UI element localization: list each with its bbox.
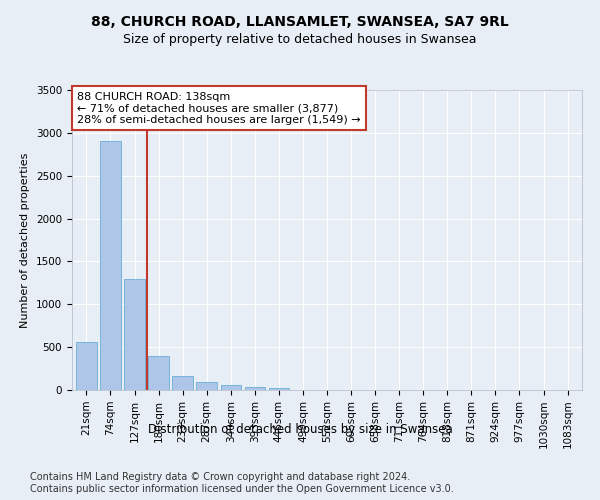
Bar: [245, 386, 265, 390]
Text: 88 CHURCH ROAD: 138sqm
← 71% of detached houses are smaller (3,877)
28% of semi-: 88 CHURCH ROAD: 138sqm ← 71% of detached…: [77, 92, 361, 124]
Text: Contains HM Land Registry data © Crown copyright and database right 2024.: Contains HM Land Registry data © Crown c…: [30, 472, 410, 482]
Bar: [100, 142, 121, 390]
Bar: [76, 342, 97, 390]
Text: Distribution of detached houses by size in Swansea: Distribution of detached houses by size …: [148, 422, 452, 436]
Text: Contains public sector information licensed under the Open Government Licence v3: Contains public sector information licen…: [30, 484, 454, 494]
Bar: [221, 385, 241, 390]
Text: Size of property relative to detached houses in Swansea: Size of property relative to detached ho…: [123, 32, 477, 46]
Bar: [172, 376, 193, 390]
Text: 88, CHURCH ROAD, LLANSAMLET, SWANSEA, SA7 9RL: 88, CHURCH ROAD, LLANSAMLET, SWANSEA, SA…: [91, 15, 509, 29]
Bar: [124, 280, 145, 390]
Bar: [269, 388, 289, 390]
Bar: [196, 382, 217, 390]
Bar: [148, 356, 169, 390]
Y-axis label: Number of detached properties: Number of detached properties: [20, 152, 31, 328]
